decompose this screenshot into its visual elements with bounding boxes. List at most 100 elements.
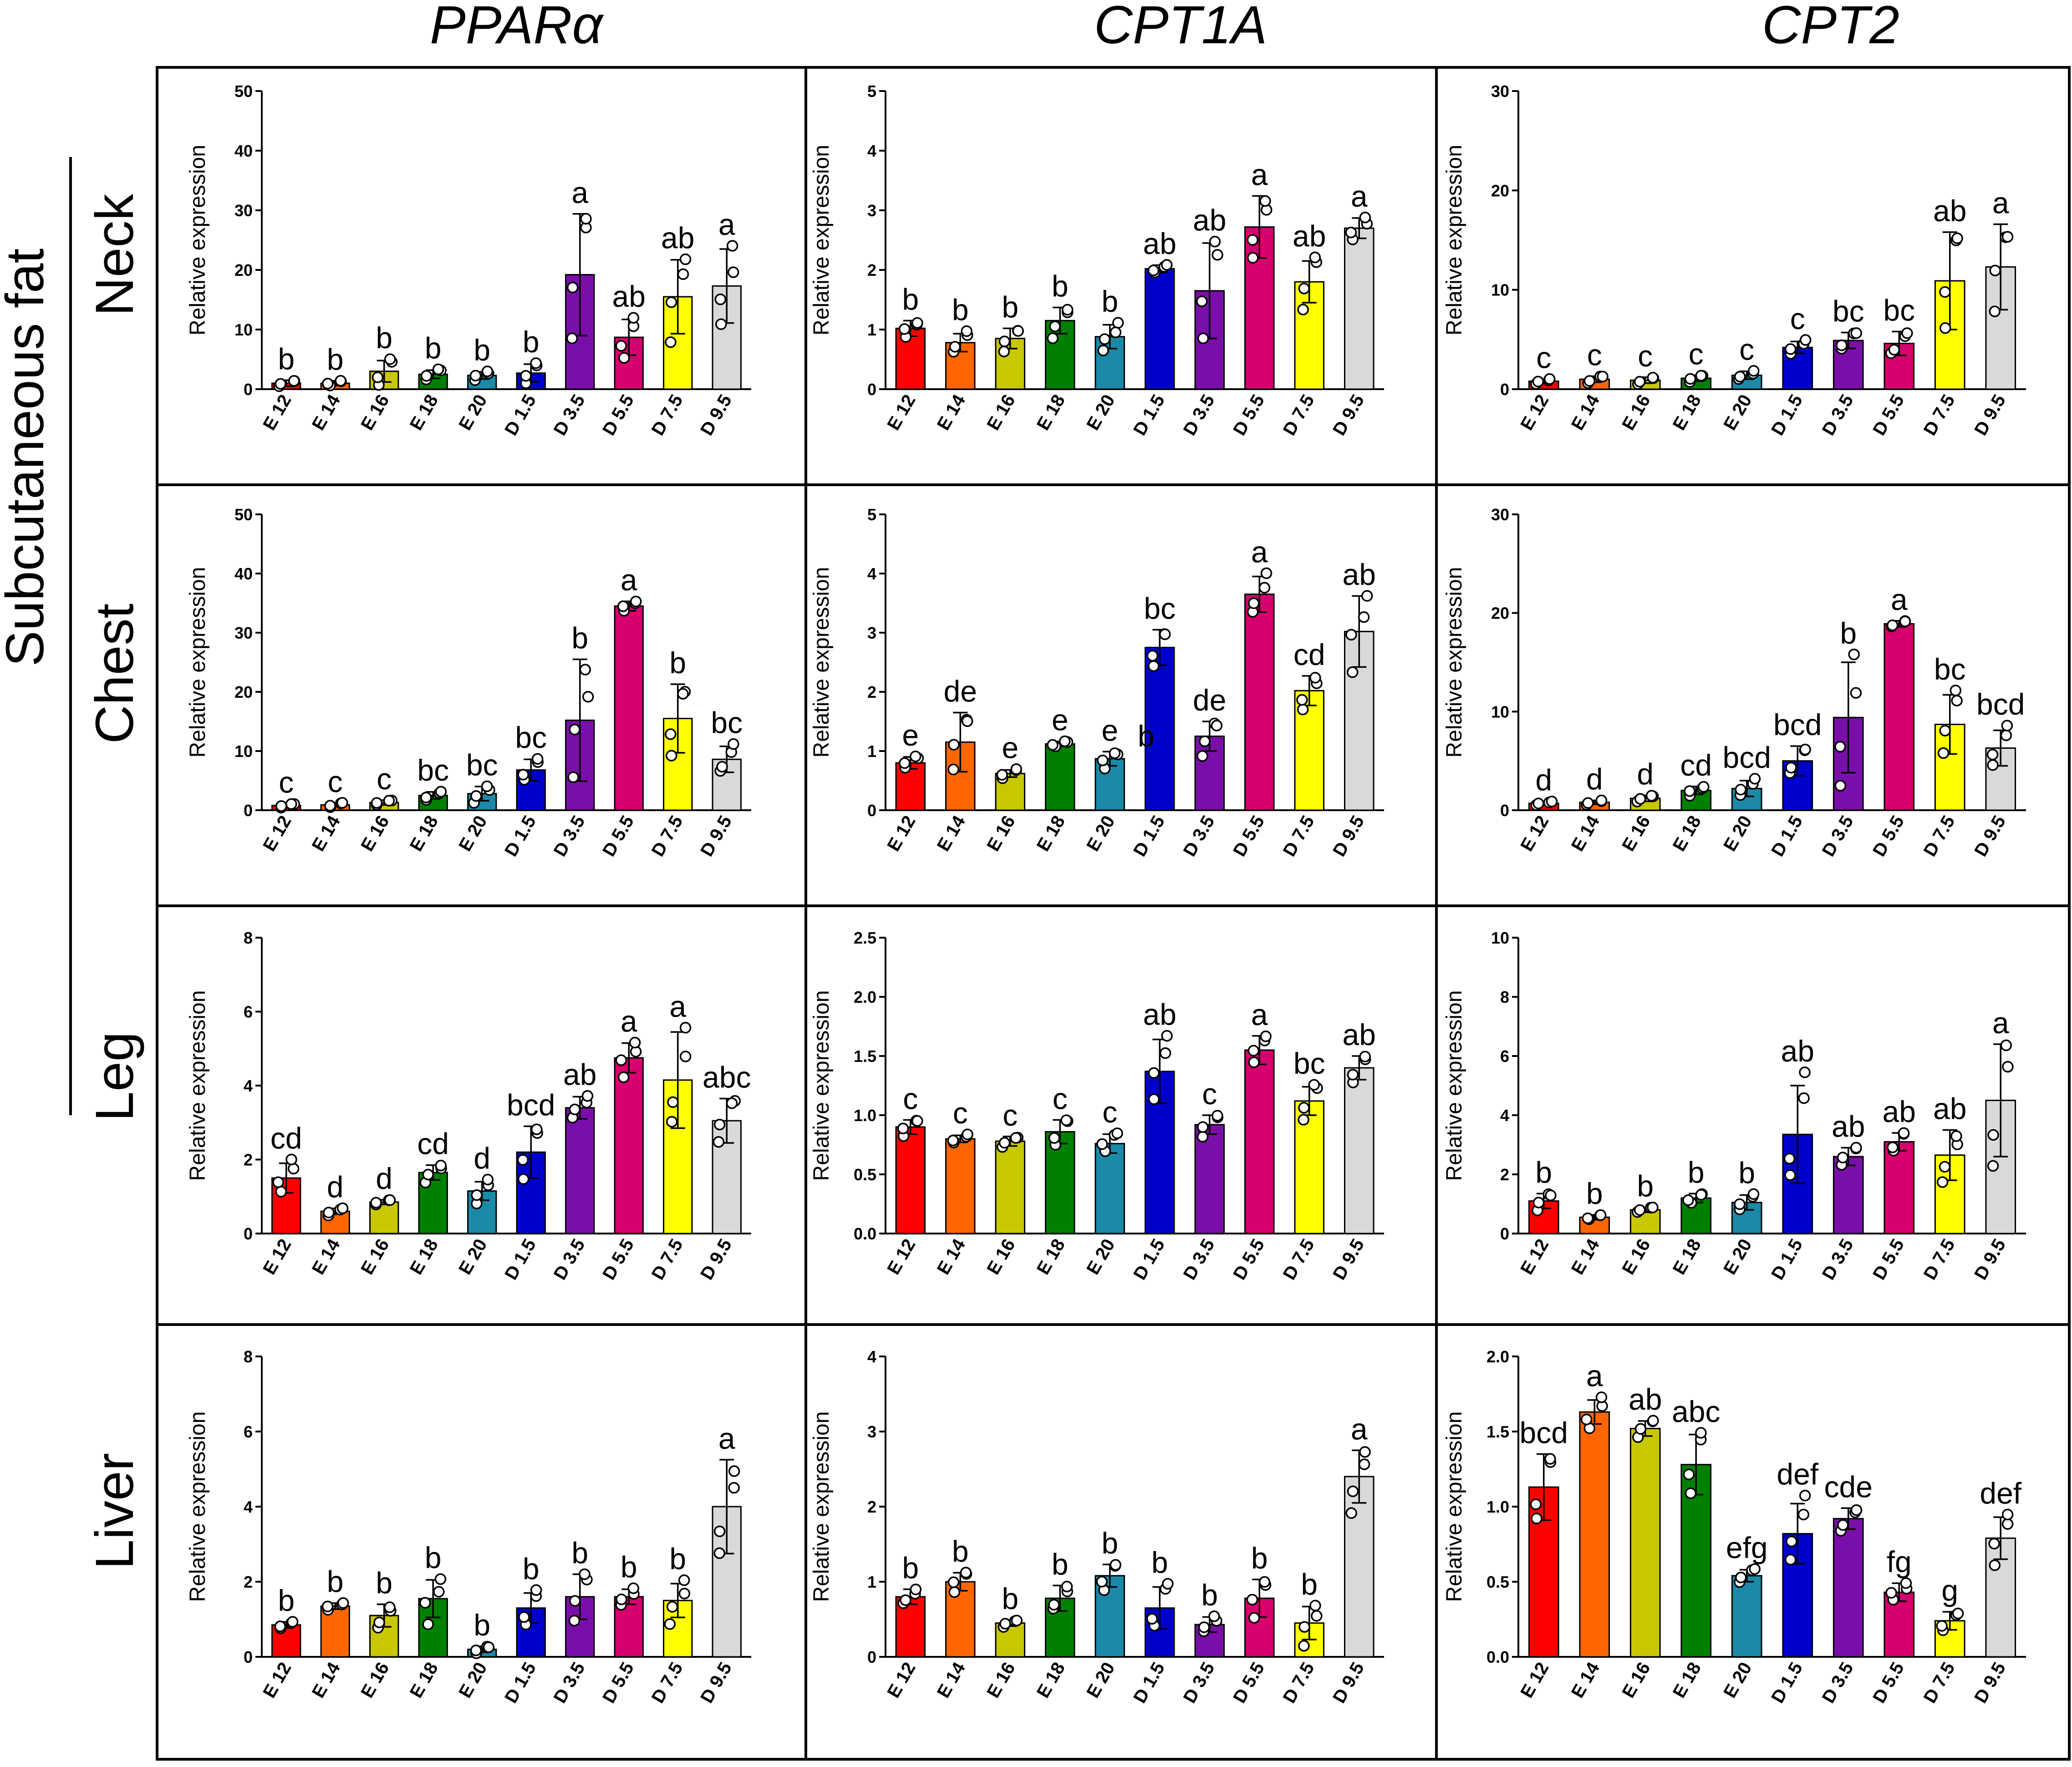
significance-label-d-1-5: bc [1144, 592, 1176, 625]
x-tick-label-e-16: E 16 [983, 1236, 1019, 1278]
x-tick-label-e-18: E 18 [1669, 391, 1705, 434]
significance-label-e-12: c [279, 766, 294, 799]
data-point [1297, 703, 1309, 716]
data-point [728, 738, 739, 750]
x-tick-label-d-1-5: D 1.5 [1767, 391, 1807, 439]
data-point [949, 341, 961, 353]
data-point [1110, 1559, 1121, 1571]
x-tick-label-e-20: E 20 [1720, 1659, 1756, 1701]
y-tick-label: 30 [234, 201, 253, 220]
data-point [1298, 1621, 1310, 1633]
data-point [1850, 327, 1862, 339]
data-point [1260, 1031, 1272, 1042]
y-tick-label: 1.5 [854, 1047, 876, 1066]
x-tick-label-e-18: E 18 [406, 1236, 442, 1278]
x-tick-label-d-1-5: D 1.5 [1130, 1659, 1169, 1707]
x-tick-label-e-14: E 14 [933, 812, 970, 855]
data-point [1734, 1198, 1746, 1210]
significance-label-e-14: de [944, 675, 977, 708]
x-tick-label-d-5-5: D 5.5 [1869, 1659, 1908, 1707]
data-point [1936, 1620, 1948, 1632]
panel-chest-ppara: 0 10 20 30 40 50 Relative expression c E 12 c E 14… [186, 505, 751, 860]
y-tick-label: 4 [1500, 1106, 1509, 1125]
y-axis-label: Relative expression [1442, 1412, 1466, 1602]
data-point [1952, 1607, 1964, 1620]
data-point [383, 795, 395, 807]
y-tick-label: 8 [1500, 988, 1509, 1006]
data-point [629, 1036, 641, 1049]
y-tick-label: 0 [867, 801, 876, 820]
y-tick-label: 0.0 [1487, 1648, 1509, 1666]
significance-label-d-5-5: fg [1887, 1545, 1912, 1579]
bar-d-5-5 [614, 1057, 644, 1234]
bar-d-1-5 [1144, 268, 1175, 390]
data-point [1359, 212, 1371, 223]
data-point [581, 1090, 594, 1102]
x-tick-label-d-3-5: D 3.5 [1180, 391, 1219, 439]
x-tick-label-d-7-5: D 7.5 [1920, 1236, 1959, 1284]
x-tick-label-d-7-5: D 7.5 [1920, 391, 1959, 439]
data-point [324, 800, 336, 812]
data-point [384, 1194, 396, 1206]
x-tick-label-d-7-5: D 7.5 [1279, 391, 1319, 439]
x-tick-label-e-20: E 20 [1083, 1236, 1119, 1278]
data-point [1212, 1110, 1223, 1122]
significance-label-e-12: e [902, 718, 919, 752]
significance-label-d-3-5: cde [1824, 1470, 1873, 1503]
significance-label-d-7-5: ab [1933, 194, 1966, 228]
data-point [666, 750, 677, 762]
data-point [1359, 1051, 1371, 1062]
data-point [1161, 259, 1173, 271]
x-tick-label-e-18: E 18 [1669, 1236, 1705, 1278]
significance-label-d-7-5: b [1301, 1567, 1318, 1601]
data-point [1096, 1576, 1108, 1588]
y-tick-label: 8 [244, 929, 253, 947]
data-point [370, 1197, 382, 1209]
y-axis-label: Relative expression [1442, 145, 1466, 335]
data-point [1543, 373, 1556, 385]
data-point [517, 1173, 529, 1185]
data-point [1209, 235, 1221, 248]
significance-label-d-3-5: b [1840, 616, 1857, 650]
data-point [1347, 1485, 1359, 1498]
data-point [272, 1176, 284, 1188]
data-point [433, 1586, 445, 1598]
significance-label-e-16: d [376, 1162, 392, 1195]
significance-label-e-14: c [953, 1096, 968, 1130]
data-point [470, 1645, 482, 1656]
data-point [1950, 685, 1962, 696]
y-tick-label: 2 [244, 1573, 253, 1591]
data-point [1212, 249, 1223, 261]
data-point [1634, 1204, 1646, 1216]
data-point [1698, 781, 1710, 793]
data-point [1047, 332, 1059, 344]
significance-label-e-20: b [1738, 1156, 1755, 1189]
data-point [1049, 320, 1061, 332]
significance-label-e-20: c [1102, 1095, 1117, 1129]
y-tick-label: 2 [244, 1151, 253, 1169]
x-tick-label-d-5-5: D 5.5 [1869, 812, 1908, 860]
significance-label-d-5-5: a [1251, 535, 1268, 569]
data-point [1783, 1153, 1796, 1165]
data-point [434, 1573, 447, 1585]
x-tick-label-d-3-5: D 3.5 [1818, 1659, 1858, 1707]
significance-label-d-9-5: bc [711, 706, 743, 740]
bar-d-5-5 [614, 605, 644, 811]
x-tick-label-e-12: E 12 [1517, 1659, 1553, 1701]
significance-label-e-18: b [1052, 269, 1069, 303]
significance-label-d-1-5: ab [1781, 1034, 1814, 1068]
data-point [679, 1051, 692, 1062]
y-tick-label: 2 [867, 261, 876, 279]
significance-label-d-9-5: a [1992, 186, 2009, 220]
x-tick-label-e-18: E 18 [1033, 1659, 1069, 1701]
significance-label-d-3-5: b [571, 1536, 588, 1569]
bar-e-20 [1731, 1575, 1762, 1658]
y-axis-label: Relative expression [809, 145, 834, 335]
data-point [1146, 650, 1159, 662]
significance-label-e-16: b [1637, 1169, 1654, 1203]
data-point [716, 761, 728, 773]
data-point [1837, 1519, 1849, 1531]
significance-label-e-16: d [1637, 757, 1654, 791]
x-tick-label-d-1-5: D 1.5 [501, 1236, 540, 1284]
data-point [1848, 649, 1860, 660]
